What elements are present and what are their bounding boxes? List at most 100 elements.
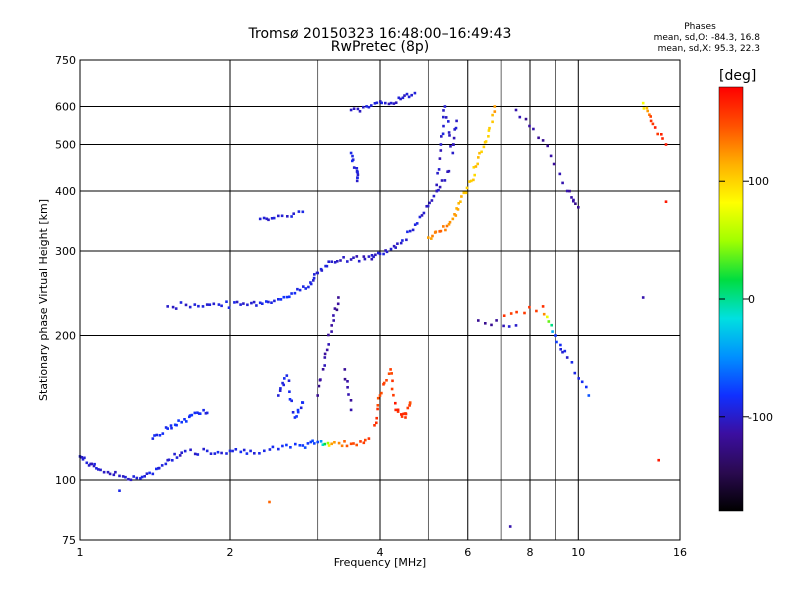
data-point bbox=[250, 301, 253, 305]
data-point bbox=[410, 93, 413, 97]
data-point bbox=[457, 202, 460, 205]
data-point bbox=[470, 179, 473, 183]
data-point bbox=[311, 439, 314, 443]
data-point bbox=[448, 220, 452, 224]
data-point bbox=[389, 368, 392, 371]
data-point bbox=[296, 410, 300, 414]
data-point bbox=[447, 169, 451, 173]
data-point bbox=[400, 415, 404, 418]
data-point bbox=[321, 368, 325, 371]
data-point bbox=[81, 458, 85, 461]
data-point bbox=[301, 401, 304, 404]
data-point bbox=[387, 102, 391, 106]
data-point bbox=[177, 419, 180, 422]
data-point bbox=[375, 101, 379, 105]
data-point bbox=[227, 306, 231, 309]
data-point bbox=[190, 413, 194, 417]
data-point bbox=[294, 442, 297, 446]
y-axis-label: Stationary phase Virtual Height [km] bbox=[37, 199, 50, 401]
data-point bbox=[337, 296, 340, 299]
data-point bbox=[459, 200, 462, 203]
data-point bbox=[347, 393, 350, 396]
data-point bbox=[552, 162, 556, 166]
data-point bbox=[175, 423, 178, 427]
data-point bbox=[425, 205, 428, 208]
data-point bbox=[477, 319, 480, 322]
data-point bbox=[335, 308, 339, 312]
data-point bbox=[541, 305, 545, 308]
x-tick-labels: 1 2 4 6 8 10 16 bbox=[77, 546, 688, 559]
data-point bbox=[524, 117, 528, 121]
data-point bbox=[304, 287, 307, 290]
data-point bbox=[507, 325, 511, 328]
data-point bbox=[164, 426, 168, 429]
data-point bbox=[491, 113, 494, 117]
data-point bbox=[205, 303, 209, 306]
data-point bbox=[577, 206, 580, 209]
data-point bbox=[263, 449, 266, 453]
data-point bbox=[558, 172, 562, 176]
data-point bbox=[170, 426, 173, 430]
data-point bbox=[408, 404, 411, 407]
data-point bbox=[370, 254, 374, 257]
data-point bbox=[85, 461, 89, 465]
data-point bbox=[288, 398, 292, 401]
data-point bbox=[415, 222, 419, 225]
data-point bbox=[287, 379, 291, 382]
data-point bbox=[559, 343, 562, 347]
data-point bbox=[339, 259, 342, 262]
data-point bbox=[220, 304, 223, 308]
data-point bbox=[440, 179, 444, 182]
data-point bbox=[378, 394, 382, 397]
data-point bbox=[253, 452, 256, 455]
data-point bbox=[406, 406, 410, 410]
data-point bbox=[587, 394, 591, 397]
data-point bbox=[403, 94, 406, 97]
data-point bbox=[356, 107, 360, 111]
data-point bbox=[279, 387, 282, 390]
data-point bbox=[178, 454, 182, 457]
data-point bbox=[454, 214, 458, 217]
data-point bbox=[166, 305, 169, 308]
data-point bbox=[478, 151, 481, 155]
data-point bbox=[541, 139, 545, 142]
data-point bbox=[327, 260, 330, 263]
data-point bbox=[390, 387, 394, 391]
data-point bbox=[472, 178, 475, 182]
data-point bbox=[411, 228, 415, 232]
colorbar-unit-label: [deg] bbox=[719, 68, 757, 84]
data-point bbox=[382, 252, 385, 256]
data-point bbox=[252, 300, 256, 304]
data-point bbox=[418, 215, 422, 219]
data-point bbox=[472, 166, 476, 169]
data-point bbox=[171, 305, 175, 309]
data-point bbox=[390, 372, 393, 375]
data-point bbox=[438, 157, 442, 160]
data-point bbox=[384, 249, 387, 252]
data-point bbox=[293, 416, 297, 419]
data-point bbox=[321, 443, 325, 446]
data-point bbox=[535, 309, 538, 313]
data-point bbox=[430, 199, 434, 202]
data-point bbox=[456, 208, 460, 211]
data-point bbox=[404, 416, 407, 419]
data-point bbox=[337, 441, 341, 445]
data-point bbox=[488, 126, 491, 130]
data-point bbox=[400, 413, 403, 416]
data-point bbox=[444, 116, 448, 119]
data-point bbox=[281, 444, 284, 448]
data-point bbox=[291, 411, 295, 414]
data-point bbox=[359, 440, 362, 443]
data-point bbox=[352, 107, 356, 110]
data-point bbox=[577, 377, 580, 380]
data-point bbox=[124, 475, 127, 479]
data-point bbox=[173, 452, 176, 456]
data-point bbox=[374, 253, 377, 257]
data-point bbox=[563, 349, 567, 353]
data-point bbox=[447, 120, 450, 123]
data-point bbox=[208, 303, 212, 306]
data-point bbox=[442, 115, 445, 119]
data-point bbox=[349, 151, 353, 155]
data-point bbox=[327, 444, 331, 447]
data-point bbox=[239, 450, 243, 454]
